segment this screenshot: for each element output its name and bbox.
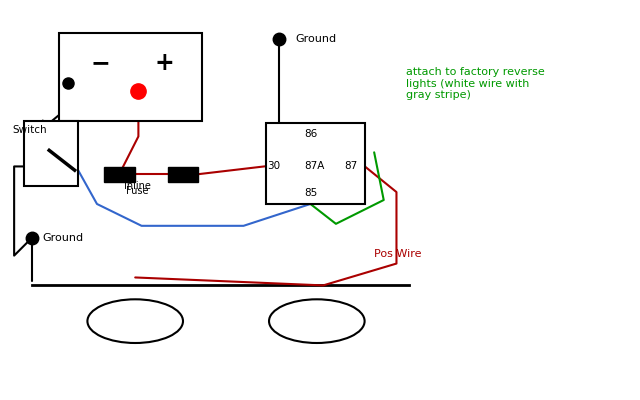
Bar (24, 120, 78, 186)
Text: Inline: Inline (124, 181, 150, 191)
Text: Ground: Ground (43, 233, 84, 243)
Text: 87A: 87A (305, 161, 325, 171)
Text: Pos Wire: Pos Wire (374, 249, 422, 259)
Bar (168, 167, 198, 182)
Text: Switch: Switch (13, 126, 47, 136)
Text: 86: 86 (304, 130, 317, 140)
Text: −: − (90, 51, 110, 75)
Bar (59, 33, 202, 120)
Text: attach to factory reverse
lights (white wire with
gray stripe): attach to factory reverse lights (white … (406, 67, 545, 100)
Text: Fuse: Fuse (126, 186, 148, 196)
Ellipse shape (88, 299, 183, 343)
Text: 87: 87 (344, 161, 357, 171)
Bar (104, 167, 134, 182)
Ellipse shape (269, 299, 365, 343)
Text: Ground: Ground (295, 34, 336, 44)
Text: 85: 85 (304, 188, 317, 198)
Text: 30: 30 (268, 161, 281, 171)
Bar (266, 122, 365, 204)
Text: +: + (154, 51, 173, 75)
